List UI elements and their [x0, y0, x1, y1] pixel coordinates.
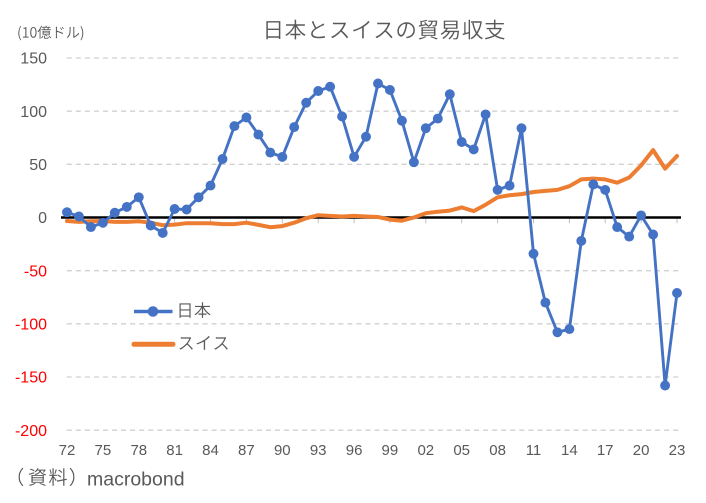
svg-text:81: 81	[166, 442, 183, 459]
svg-text:99: 99	[382, 442, 399, 459]
svg-text:87: 87	[238, 442, 255, 459]
svg-text:macrobond: macrobond	[87, 469, 185, 491]
svg-text:11: 11	[526, 442, 542, 459]
svg-text:20: 20	[633, 442, 650, 459]
svg-text:-100: -100	[15, 316, 47, 333]
svg-text:-150: -150	[15, 370, 47, 387]
svg-text:78: 78	[130, 442, 147, 459]
svg-text:75: 75	[95, 442, 112, 459]
svg-text:-50: -50	[24, 263, 47, 280]
svg-text:150: 150	[20, 51, 47, 68]
svg-text:84: 84	[202, 442, 219, 459]
svg-text:72: 72	[59, 442, 76, 459]
svg-text:-200: -200	[15, 423, 47, 440]
svg-text:96: 96	[346, 442, 363, 459]
svg-text:90: 90	[274, 442, 291, 459]
svg-text:50: 50	[29, 157, 47, 174]
svg-text:23: 23	[669, 442, 686, 459]
svg-text:100: 100	[20, 104, 47, 121]
svg-text:0: 0	[38, 210, 47, 227]
svg-text:08: 08	[489, 442, 506, 459]
svg-text:93: 93	[310, 442, 327, 459]
svg-text:02: 02	[417, 442, 434, 459]
svg-text:17: 17	[597, 442, 614, 459]
svg-text:14: 14	[561, 442, 578, 459]
svg-text:05: 05	[453, 442, 470, 459]
